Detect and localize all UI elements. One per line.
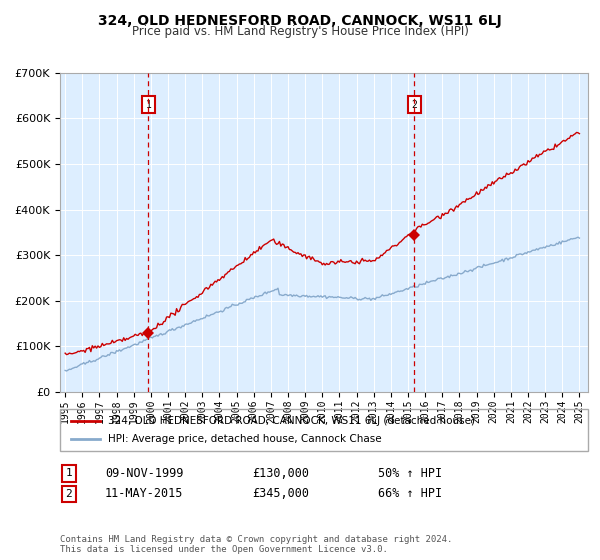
Text: 09-NOV-1999: 09-NOV-1999 <box>105 466 184 480</box>
Text: £345,000: £345,000 <box>252 487 309 501</box>
Text: 66% ↑ HPI: 66% ↑ HPI <box>378 487 442 501</box>
Text: 11-MAY-2015: 11-MAY-2015 <box>105 487 184 501</box>
Text: 2: 2 <box>65 489 73 499</box>
Text: £130,000: £130,000 <box>252 466 309 480</box>
Text: HPI: Average price, detached house, Cannock Chase: HPI: Average price, detached house, Cann… <box>107 434 381 444</box>
Text: Contains HM Land Registry data © Crown copyright and database right 2024.
This d: Contains HM Land Registry data © Crown c… <box>60 535 452 554</box>
Text: 324, OLD HEDNESFORD ROAD, CANNOCK, WS11 6LJ: 324, OLD HEDNESFORD ROAD, CANNOCK, WS11 … <box>98 14 502 28</box>
Text: 1: 1 <box>146 100 151 110</box>
Text: 50% ↑ HPI: 50% ↑ HPI <box>378 466 442 480</box>
Text: Price paid vs. HM Land Registry's House Price Index (HPI): Price paid vs. HM Land Registry's House … <box>131 25 469 38</box>
Text: 1: 1 <box>65 468 73 478</box>
Text: 2: 2 <box>411 100 417 110</box>
Text: 324, OLD HEDNESFORD ROAD, CANNOCK, WS11 6LJ (detached house): 324, OLD HEDNESFORD ROAD, CANNOCK, WS11 … <box>107 416 475 426</box>
